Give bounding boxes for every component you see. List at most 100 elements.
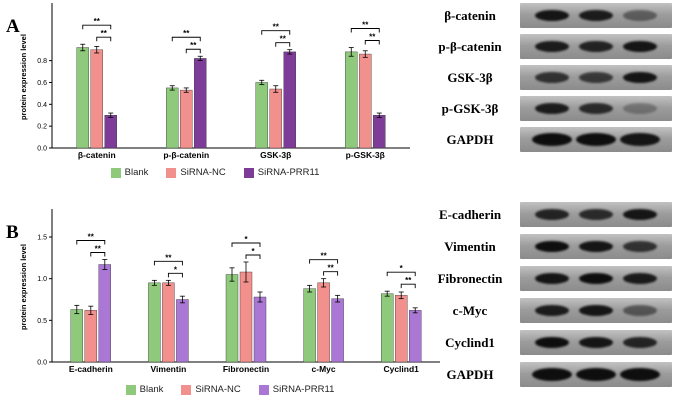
bar [345,51,358,149]
significance-bracket [261,30,291,35]
blot-image [520,96,672,121]
y-tick-label: 0.5 [37,318,47,325]
protein-band [623,72,657,83]
bar [381,293,394,363]
y-tick-label: 1.0 [37,276,47,283]
significance-label: * [244,235,248,244]
y-tick-label: 0.8 [37,58,47,65]
legend-swatch [181,384,192,395]
blot-row: Cyclind1 [424,330,672,355]
significance-label: ** [362,21,369,30]
legend-item: SiRNA-NC [166,167,226,178]
significance-label: ** [94,17,101,26]
protein-band [623,209,657,220]
bar [269,88,282,149]
significance-bracket [90,252,106,257]
significance-label: ** [88,233,95,242]
significance-label: ** [320,252,327,261]
bar [331,298,344,363]
protein-band [579,337,613,348]
bar [104,115,117,149]
significance-label: * [174,265,178,274]
protein-band [623,41,657,52]
blot-label: E-cadherin [438,206,502,222]
protein-band [535,10,569,21]
protein-band [620,133,660,146]
protein-band [579,41,613,52]
blot-row: E-cadherin [424,202,672,227]
significance-label: ** [327,264,334,273]
bar [283,51,296,149]
significance-bracket [400,283,416,289]
x-category-label: GSK-3β [260,150,291,160]
legend-label: SiRNA-PRR11 [257,167,320,178]
blot-row: GAPDH [424,127,672,152]
significance-label: ** [165,253,172,262]
significance-label: ** [101,29,108,38]
protein-band [623,337,657,348]
protein-band [532,368,572,381]
blot-label: GAPDH [446,366,494,382]
bar [76,47,89,149]
protein-band [535,241,569,252]
blot-label: GAPDH [446,131,494,147]
bar [176,299,189,363]
blot-label: Vimentin [444,238,496,254]
legend-item: SiRNA-PRR11 [258,384,335,395]
significance-bracket [309,259,339,264]
bar [162,282,175,363]
bar [84,310,98,363]
protein-band [535,337,569,348]
protein-band [535,209,569,220]
bar [255,82,268,149]
blot-image [520,298,672,323]
panel-a-label: A [6,16,20,37]
legend-label: SiRNA-NC [180,167,226,178]
protein-band [576,133,616,146]
panel-a-bar-chart: 0.0 0.2 0.4 0.6 0.8 protein expression level β… [19,3,410,160]
bar [253,296,267,363]
x-category-label: c-Myc [312,364,336,374]
y-tick-label: 0.4 [37,102,47,109]
bar [70,309,83,363]
bar [373,115,386,149]
protein-band [620,368,660,381]
blot-row: GSK-3β [424,65,672,90]
legend-label: SiRNA-PRR11 [272,384,335,395]
legend-swatch [166,167,177,178]
blot-row: GAPDH [424,362,672,387]
blot-row: Fibronectin [424,266,672,291]
significance-label: ** [369,33,376,42]
x-category-label: p-β-catenin [163,150,209,160]
protein-band [579,10,613,21]
x-category-label: Cyclind1 [383,364,419,374]
protein-band [579,103,613,114]
x-category-label: Fibronectin [223,364,269,374]
panel-b-label: B [6,222,19,243]
legend-label: Blank [139,384,164,395]
legend-item: SiRNA-PRR11 [243,167,320,178]
blot-label: c-Myc [452,302,488,318]
bar [239,271,253,363]
protein-band [579,241,613,252]
significance-label: ** [95,245,102,254]
panel-a-legend: Blank SiRNA-NC SiRNA-PRR11 [18,167,412,178]
protein-band [535,72,569,83]
protein-band [623,273,657,284]
bar [359,53,372,149]
significance-bracket [76,240,106,245]
protein-band [535,103,569,114]
bar [148,282,161,363]
significance-bracket [275,42,291,47]
protein-band [579,209,613,220]
legend-swatch [110,167,121,178]
protein-band [623,10,657,21]
protein-band [535,273,569,284]
significance-bracket [323,271,339,276]
blot-label: Fibronectin [437,270,503,286]
y-axis-title: protein expression level [19,34,28,120]
bar [317,282,330,363]
bar [166,87,179,149]
y-tick-label: 1.5 [37,235,47,242]
